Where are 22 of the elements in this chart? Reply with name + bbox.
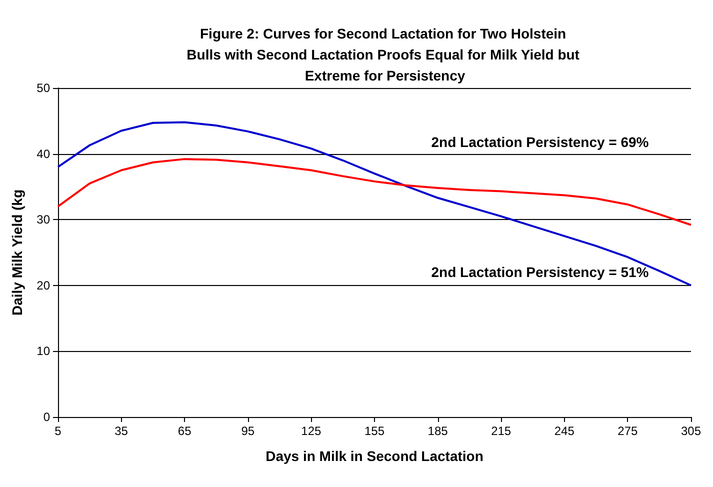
y-tick-label: 40 bbox=[36, 146, 50, 161]
x-tick-label: 35 bbox=[114, 424, 128, 438]
x-tick-label: 125 bbox=[301, 424, 322, 438]
x-tick-label: 245 bbox=[554, 424, 575, 438]
x-tick-label: 5 bbox=[54, 424, 62, 438]
y-tick-label: 0 bbox=[43, 410, 50, 424]
y-tick-label: 30 bbox=[36, 212, 50, 227]
y-axis-title: Daily Milk Yield (kg bbox=[9, 189, 25, 316]
x-tick-label: 65 bbox=[178, 424, 192, 438]
y-tick-label: 10 bbox=[36, 344, 50, 358]
x-tick-label: 275 bbox=[618, 424, 638, 438]
x-tick-label: 95 bbox=[241, 424, 255, 438]
y-tick-label: 20 bbox=[36, 278, 50, 292]
x-tick-label: 185 bbox=[428, 424, 448, 438]
x-tick-label: 215 bbox=[491, 424, 512, 438]
x-tick-label: 155 bbox=[364, 424, 385, 438]
annotation: 2nd Lactation Persistency = 51% bbox=[431, 264, 650, 280]
x-axis-title: Days in Milk in Second Lactation bbox=[266, 448, 484, 464]
x-tick-label: 305 bbox=[680, 424, 702, 438]
annotation: 2nd Lactation Persistency = 69% bbox=[431, 134, 650, 150]
chart-title: Figure 2: Curves for Second Lactation for Two Holstein Bulls with Second Lactation Proofs Equal for Milk Yield but Extreme for Persistency bbox=[186, 26, 584, 84]
y-tick-label: 50 bbox=[36, 81, 50, 95]
